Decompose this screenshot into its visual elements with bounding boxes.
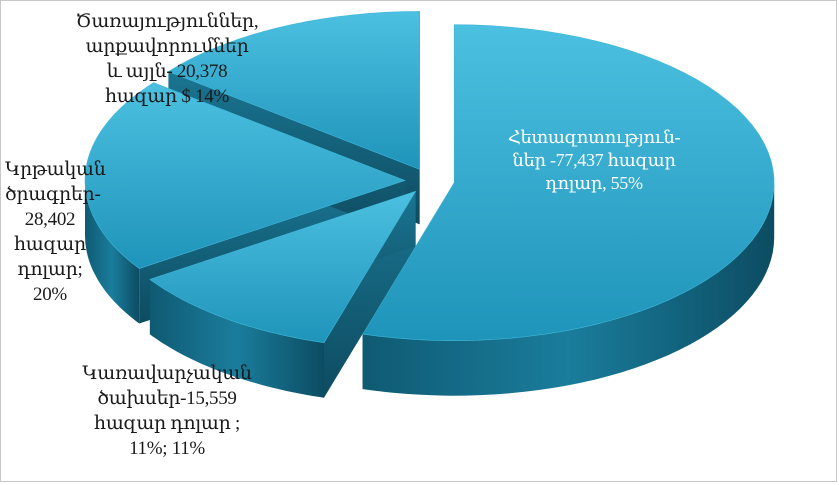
pie-slice-services-top: [167, 11, 420, 170]
pie-slice-research: [362, 24, 775, 396]
slice-label-education: Կրթական ծրագրեր- 28,402 հազար դոլար; 20%: [5, 159, 106, 305]
slice-label-research: Հետազոտություն- ներ -77,437 հազար դոլար,…: [507, 127, 681, 193]
pie-slice-research-top: [362, 24, 775, 342]
pie-slice-admin: [149, 190, 417, 398]
pie-slice-admin-rim-0: [149, 279, 324, 398]
pie-slice-research-rim-0: [362, 182, 775, 396]
slice-label-services: Ծառայություններ, արքավորումներ և այլն- 2…: [75, 11, 259, 107]
pie-slice-education-rim-0: [85, 180, 140, 324]
pie-slice-education-top: [84, 82, 406, 269]
pie-slice-admin-top: [149, 190, 417, 344]
slice-label-admin: Կառավարչական ծախսեր-15,559 հազար դոլար ;…: [82, 363, 252, 459]
